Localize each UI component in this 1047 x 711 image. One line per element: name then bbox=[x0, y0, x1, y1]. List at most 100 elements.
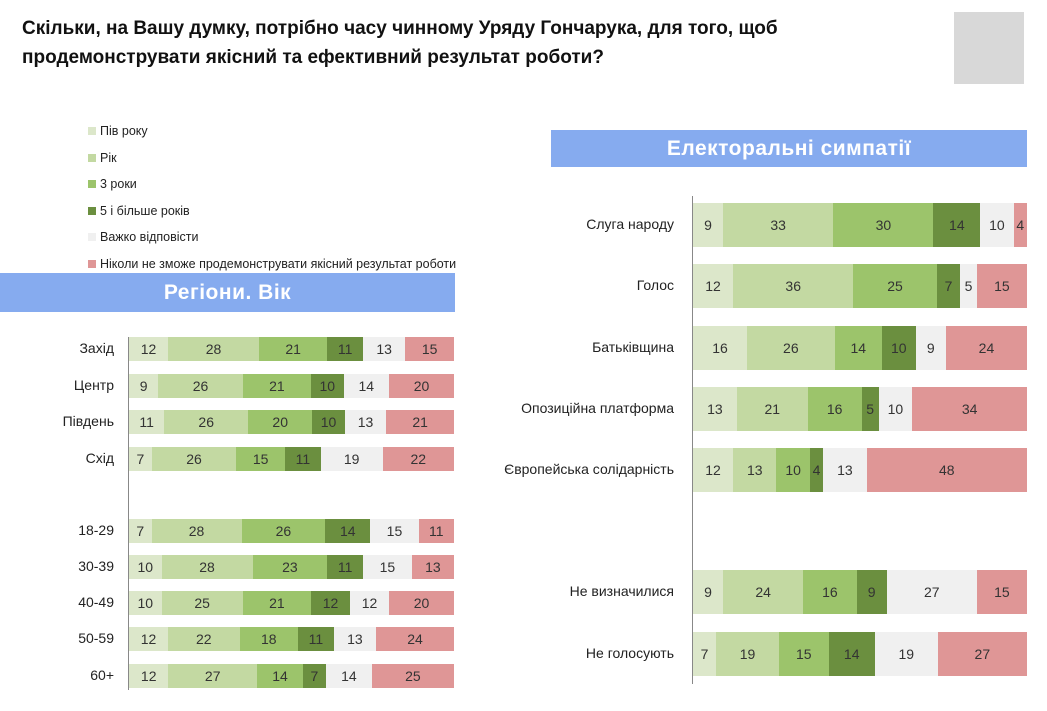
legend-label: Пів року bbox=[100, 124, 148, 139]
bar-segment: 25 bbox=[371, 664, 454, 688]
bar-segment: 16 bbox=[803, 570, 857, 614]
bar-segment: 10 bbox=[980, 203, 1014, 247]
legend-item: 3 роки bbox=[88, 171, 456, 198]
bar-segment: 14 bbox=[933, 203, 981, 247]
bar-segment: 24 bbox=[723, 570, 804, 614]
legend-label: Рік bbox=[100, 150, 117, 165]
chart-axis bbox=[692, 196, 693, 684]
bar-segment: 9 bbox=[129, 374, 159, 398]
category-label: Схід bbox=[85, 450, 114, 466]
legend-swatch bbox=[88, 206, 96, 215]
legend-swatch bbox=[88, 153, 96, 162]
legend-swatch bbox=[88, 259, 96, 268]
bar-segment: 5 bbox=[861, 387, 879, 431]
bar-segment: 11 bbox=[298, 627, 334, 651]
bar-segment: 33 bbox=[723, 203, 834, 247]
bar-row: 7 19 15 14 19 27 bbox=[693, 632, 1027, 676]
bar-segment: 13 bbox=[693, 387, 737, 431]
legend-item: Пів року bbox=[88, 118, 456, 145]
category-label: Не голосують bbox=[585, 645, 674, 661]
bar-row: 12 36 25 7 5 15 bbox=[693, 264, 1027, 308]
bar-segment: 15 bbox=[363, 555, 412, 579]
legend-label: 3 роки bbox=[100, 177, 137, 192]
bar-segment: 13 bbox=[333, 627, 376, 651]
legend-swatch bbox=[88, 180, 96, 189]
bar-row: 12 27 14 7 14 25 bbox=[129, 664, 454, 688]
bar-segment: 5 bbox=[960, 264, 977, 308]
bar-segment: 10 bbox=[878, 387, 913, 431]
bar-segment: 9 bbox=[856, 570, 887, 614]
category-label: Захід bbox=[79, 340, 114, 356]
chart-axis bbox=[128, 337, 129, 690]
bar-segment: 10 bbox=[312, 410, 345, 434]
category-label: 40-49 bbox=[78, 594, 114, 610]
bar-segment: 9 bbox=[915, 326, 946, 370]
bar-segment: 13 bbox=[823, 448, 867, 492]
category-label: Південь bbox=[62, 413, 114, 429]
bar-segment: 13 bbox=[363, 337, 406, 361]
bar-segment: 21 bbox=[242, 374, 311, 398]
bar-segment: 16 bbox=[693, 326, 747, 370]
bar-segment: 27 bbox=[168, 664, 258, 688]
bar-segment: 15 bbox=[236, 447, 285, 471]
bar-segment: 26 bbox=[151, 447, 237, 471]
bar-segment: 36 bbox=[733, 264, 854, 308]
bar-segment: 19 bbox=[874, 632, 938, 676]
bar-segment: 28 bbox=[151, 519, 242, 543]
bar-row: 9 26 21 10 14 20 bbox=[129, 374, 454, 398]
bar-segment: 7 bbox=[302, 664, 326, 688]
bar-segment: 18 bbox=[239, 627, 298, 651]
category-label: Не визначилися bbox=[569, 583, 674, 599]
bar-segment: 4 bbox=[809, 448, 824, 492]
bar-segment: 26 bbox=[746, 326, 835, 370]
page-title: Скільки, на Вашу думку, потрібно часу чи… bbox=[22, 18, 778, 68]
bar-segment: 10 bbox=[129, 555, 162, 579]
category-label: Батьківщина bbox=[592, 339, 674, 355]
bar-segment: 24 bbox=[945, 326, 1027, 370]
bar-segment: 20 bbox=[389, 591, 454, 615]
bar-segment: 16 bbox=[807, 387, 862, 431]
legend-item: Ніколи не зможе продемонструвати якісний… bbox=[88, 251, 456, 278]
bar-segment: 27 bbox=[886, 570, 977, 614]
legend-item: Рік bbox=[88, 145, 456, 172]
bar-segment: 28 bbox=[161, 555, 253, 579]
bar-row: 13 21 16 5 10 34 bbox=[693, 387, 1027, 431]
bar-segment: 14 bbox=[828, 632, 875, 676]
bar-segment: 26 bbox=[164, 410, 249, 434]
legend: Пів року Рік 3 роки 5 і більше років Важко в… bbox=[88, 118, 456, 277]
legend-swatch bbox=[88, 233, 96, 242]
bar-segment: 12 bbox=[129, 664, 169, 688]
bar-segment: 10 bbox=[776, 448, 810, 492]
category-label: 18-29 bbox=[78, 522, 114, 538]
bar-segment: 14 bbox=[325, 664, 372, 688]
category-label: Європейська солідарність bbox=[504, 461, 674, 477]
category-label: Опозиційна платформа bbox=[521, 400, 674, 416]
bar-segment: 23 bbox=[252, 555, 328, 579]
bar-segment: 11 bbox=[418, 519, 454, 543]
category-label: 60+ bbox=[90, 667, 114, 683]
bar-row: 11 26 20 10 13 21 bbox=[129, 410, 454, 434]
bar-segment: 15 bbox=[370, 519, 419, 543]
category-label: 30-39 bbox=[78, 558, 114, 574]
bar-row: 12 13 10 4 13 48 bbox=[693, 448, 1027, 492]
bar-segment: 11 bbox=[327, 337, 363, 361]
bar-segment: 22 bbox=[382, 447, 454, 471]
bar-segment: 12 bbox=[693, 448, 734, 492]
bar-segment: 34 bbox=[912, 387, 1027, 431]
bar-segment: 21 bbox=[386, 410, 454, 434]
category-label: Центр bbox=[73, 377, 114, 393]
legend-item: 5 і більше років bbox=[88, 198, 456, 225]
bar-segment: 21 bbox=[736, 387, 808, 431]
bar-segment: 30 bbox=[833, 203, 934, 247]
section-header-electoral: Електоральні симпатії bbox=[551, 130, 1027, 167]
bar-segment: 11 bbox=[327, 555, 363, 579]
bar-segment: 28 bbox=[168, 337, 259, 361]
bar-segment: 25 bbox=[853, 264, 937, 308]
bar-segment: 12 bbox=[129, 627, 168, 651]
bar-segment: 9 bbox=[693, 570, 724, 614]
bar-segment: 7 bbox=[129, 519, 152, 543]
bar-segment: 14 bbox=[343, 374, 389, 398]
bar-segment: 7 bbox=[936, 264, 961, 308]
bar-segment: 13 bbox=[411, 555, 454, 579]
bar-row: 7 28 26 14 15 11 bbox=[129, 519, 454, 543]
